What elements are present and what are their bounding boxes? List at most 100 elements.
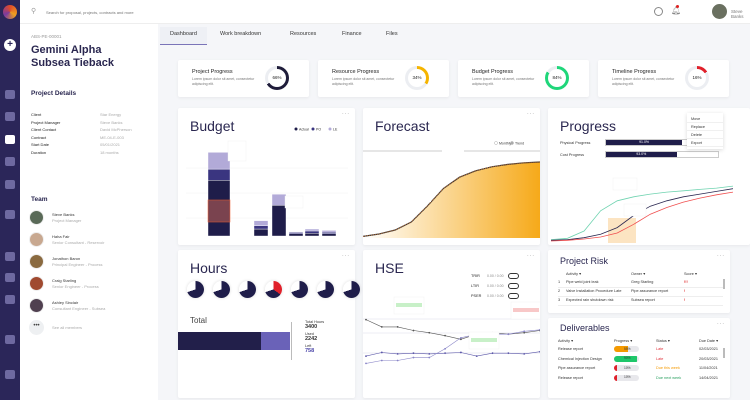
clock-icon[interactable] (654, 7, 663, 16)
budget-bar-segment (271, 193, 287, 206)
nav-icon-2[interactable] (5, 112, 15, 121)
search-nav-icon[interactable] (5, 210, 15, 219)
hse-point (460, 336, 462, 339)
tab-resources[interactable]: Resources (290, 31, 317, 37)
tab-finance[interactable]: Finance (342, 31, 362, 37)
row-number: 3 (558, 298, 561, 302)
member-name: Steve Banks (52, 212, 75, 217)
user-name[interactable]: Steve Banks (731, 9, 744, 19)
more-icon[interactable]: ... (526, 110, 535, 116)
legend-marker (328, 127, 332, 131)
tab-dashboard[interactable]: Dashboard (160, 27, 207, 45)
hse-point (428, 356, 431, 359)
nav-icon-4[interactable] (5, 180, 15, 189)
budget-bar-segment (321, 230, 337, 233)
kpi-title: Budget Progress (472, 69, 513, 75)
tab-work-breakdown[interactable]: Work breakdown (220, 31, 262, 37)
column-header[interactable]: Score ▾ (684, 272, 697, 276)
more-icon[interactable]: ... (341, 110, 350, 116)
hse-card: ... HSE TRIR 0.00 / 0.00 LTIR 0.00 / 0.00 PS… (363, 250, 540, 398)
bell-icon[interactable]: 🔔︎ (671, 6, 682, 15)
nav-icon-dashboard[interactable] (5, 135, 15, 144)
card-title: Project Risk (560, 256, 609, 266)
menu-item-delete[interactable]: Delete (687, 131, 723, 139)
hse-legend-name: LTIR (471, 284, 479, 288)
kpi-title: Project Progress (192, 69, 233, 75)
hse-toggle[interactable] (508, 283, 519, 289)
more-icon[interactable]: ... (526, 252, 535, 258)
risk-owner: Subsea report (631, 298, 655, 302)
tooltip-badge (396, 303, 422, 307)
tab-files[interactable]: Files (386, 31, 398, 37)
search-input[interactable] (46, 6, 296, 18)
heart-icon[interactable] (5, 295, 15, 304)
more-icon[interactable]: ... (716, 252, 725, 258)
progress-label: 10% (624, 365, 631, 370)
menu-item-export[interactable]: Export (687, 139, 723, 147)
budget-bar-segment (253, 228, 269, 237)
scrollbar[interactable] (723, 279, 725, 289)
hse-legend-value: 0.00 / 0.00 (487, 284, 504, 288)
nav-icon-1[interactable] (5, 90, 15, 99)
nav-icon-3[interactable] (5, 157, 15, 166)
hse-toggle[interactable] (508, 273, 519, 279)
legend-label: PO (316, 127, 321, 131)
column-header[interactable]: Owner ▾ (631, 272, 646, 276)
scrollbar[interactable] (723, 348, 725, 358)
card-title: Budget (190, 118, 235, 134)
risk-owner: Pipe assurance report (631, 289, 669, 293)
legend-marker (494, 141, 498, 145)
team-member[interactable]: Jonathon Baron Principal Engineer - Proce… (29, 254, 154, 272)
column-header[interactable]: Activity ▾ (566, 272, 581, 276)
trend-line (363, 161, 540, 237)
hours-total-bar (178, 332, 290, 350)
team-member[interactable]: Ashley Sinclair Consultant Engineer - Sub… (29, 298, 154, 316)
budget-card: ... Budget Actual PO LE (178, 108, 355, 245)
menu-item-move[interactable]: Move (687, 115, 723, 123)
nav-icon-6[interactable] (5, 273, 15, 282)
deliverable-status: Due next week (656, 375, 682, 380)
column-header[interactable]: Progress ▾ (614, 339, 633, 343)
add-button[interactable]: + (4, 39, 16, 51)
see-all-members[interactable]: ••• See all members (29, 320, 154, 336)
hse-point (428, 353, 431, 355)
deliverable-activity: Release report (558, 347, 583, 351)
hse-point (539, 328, 540, 331)
kpi-value: 16% (688, 69, 706, 87)
hse-point (507, 333, 510, 336)
column-header[interactable]: Status ▾ (656, 339, 670, 343)
nav-icon-5[interactable] (5, 252, 15, 261)
nav-icon-8[interactable] (5, 370, 15, 379)
menu-item-replace[interactable]: Replace (687, 123, 723, 131)
risk-score: ! (684, 298, 686, 302)
more-icon[interactable]: ... (716, 320, 725, 326)
hse-legend-value: 0.00 / 0.00 (487, 274, 504, 278)
hse-point (475, 355, 478, 357)
kpi-card: Project Progress Lorem ipsum dolor sit am… (178, 60, 309, 97)
hse-point (365, 355, 367, 357)
member-hours-donut (213, 281, 230, 298)
hse-toggle[interactable] (508, 293, 519, 299)
risk-owner: Greg Starling (631, 280, 654, 284)
user-avatar[interactable] (712, 4, 727, 19)
column-header[interactable]: Activity ▾ (558, 339, 573, 343)
hse-point (412, 329, 415, 332)
column-header[interactable]: Due Date ▾ (699, 339, 719, 343)
card-title: Forecast (375, 118, 430, 134)
progress-fill (614, 355, 637, 362)
search-icon: ⚲ (31, 8, 37, 15)
kpi-card: Budget Progress Lorem ipsum dolor sit ame… (458, 60, 589, 97)
tooltip (227, 140, 247, 162)
project-risk-card: ... Project Risk Activity ▾ Owner ▾ Score … (548, 250, 730, 313)
tooltip (623, 203, 647, 217)
team-member[interactable]: Haha Fair Senior Consultant - Reservoir (29, 232, 154, 250)
tooltip-badge (513, 308, 539, 312)
member-hours-donut (291, 281, 308, 298)
nav-icon-7[interactable] (5, 335, 15, 344)
budget-bar-segment (271, 205, 287, 237)
team-member[interactable]: Steve Banks Project Manager (29, 210, 154, 228)
deliverable-due-date: 14/04/2021 (699, 375, 719, 380)
hse-legend-name: TRIR (471, 274, 480, 278)
team-member[interactable]: Craig Starling Senior Engineer - Process (29, 276, 154, 294)
more-icon[interactable]: ... (341, 252, 350, 258)
